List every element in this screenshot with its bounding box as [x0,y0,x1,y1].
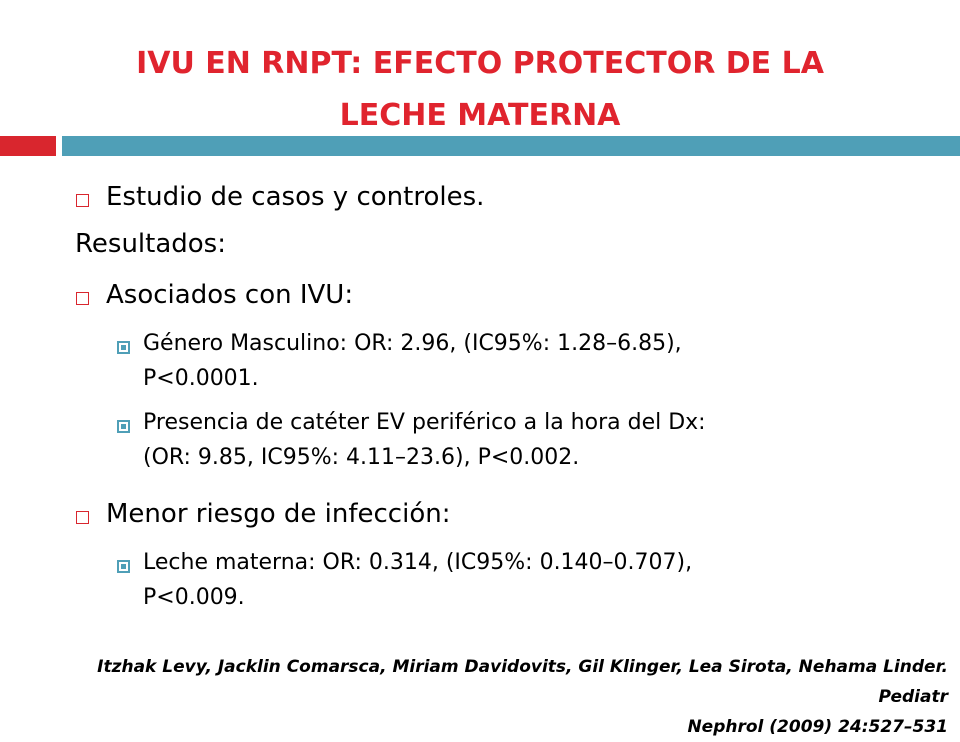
square-bullet-icon [76,511,89,524]
title-line-1: IVU EN RNPT: EFECTO PROTECTOR DE LA [136,46,824,81]
sub-bullet-catheter-line2: (OR: 9.85, IC95%: 4.11–23.6), P<0.002. [143,445,580,470]
bullet-study: Estudio de casos y controles. [106,182,485,212]
bullet-associated: Asociados con IVU: [106,280,354,310]
bullet-lower-risk: Menor riesgo de infección: [106,499,451,529]
title-divider-red [0,136,56,156]
square-bullet-icon [76,194,89,207]
title-divider-blue [62,136,960,156]
title-line-2: LECHE MATERNA [339,98,621,133]
sub-bullet-catheter-line1: Presencia de catéter EV periférico a la … [143,410,706,435]
slide-title: IVU EN RNPT: EFECTO PROTECTOR DE LA LECH… [40,38,920,142]
reference-citation: Itzhak Levy, Jacklin Comarsca, Miriam Da… [48,652,948,742]
sub-bullet-milk-line2: P<0.009. [143,585,245,610]
results-heading: Resultados: [75,229,226,259]
reference-line-2: Nephrol (2009) 24:527–531 [687,717,948,737]
filled-square-bullet-icon [117,420,130,433]
filled-square-bullet-icon [117,560,130,573]
filled-square-bullet-icon [117,341,130,354]
sub-bullet-gender-line2: P<0.0001. [143,366,259,391]
sub-bullet-milk-line1: Leche materna: OR: 0.314, (IC95%: 0.140–… [143,550,693,575]
sub-bullet-gender-line1: Género Masculino: OR: 2.96, (IC95%: 1.28… [143,331,682,356]
square-bullet-icon [76,292,89,305]
reference-line-1: Itzhak Levy, Jacklin Comarsca, Miriam Da… [97,657,948,707]
